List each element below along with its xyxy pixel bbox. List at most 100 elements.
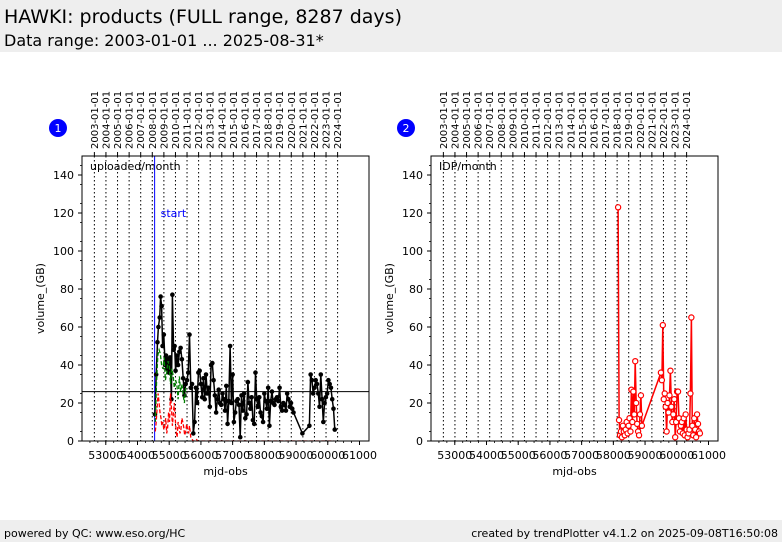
top-tick-label: 2020-01-01 — [287, 91, 298, 149]
data-point — [288, 400, 294, 406]
data-point — [308, 372, 313, 377]
data-point — [251, 421, 257, 427]
top-tick-label: 2014-01-01 — [566, 91, 577, 149]
data-point — [256, 395, 262, 400]
data-point — [637, 392, 645, 399]
y-tick-label: 20 — [409, 397, 423, 410]
data-point — [222, 408, 228, 413]
data-point — [206, 385, 211, 391]
top-tick-label: 2023-01-01 — [322, 91, 333, 149]
data-point — [666, 392, 673, 399]
data-point — [267, 423, 272, 429]
data-point — [155, 339, 160, 345]
panel-number-label: 2 — [403, 122, 410, 135]
top-tick-label: 2019-01-01 — [275, 91, 286, 149]
data-point — [223, 383, 229, 389]
top-tick-label: 2022-01-01 — [659, 91, 670, 149]
x-tick-label: 61000 — [342, 449, 377, 462]
data-point — [329, 396, 335, 402]
top-tick-label: 2020-01-01 — [636, 91, 647, 149]
y-tick-label: 100 — [402, 245, 423, 258]
x-tick-label: 61000 — [691, 449, 726, 462]
data-point — [158, 294, 163, 299]
data-point — [660, 396, 667, 403]
x-tick-label: 53000 — [88, 449, 123, 462]
x-tick-label: 58000 — [247, 449, 282, 462]
data-point — [321, 419, 326, 425]
footer-created: created by trendPlotter v4.1.2 on 2025-0… — [471, 527, 778, 540]
data-point — [667, 367, 674, 374]
top-tick-label: 2021-01-01 — [298, 91, 309, 149]
data-point — [260, 419, 266, 425]
series-line — [154, 393, 335, 441]
y-tick-label: 140 — [53, 169, 74, 182]
data-point — [326, 377, 331, 383]
data-point — [167, 355, 173, 360]
data-point — [659, 321, 667, 329]
data-point — [322, 400, 327, 406]
x-axis-label: mjd-obs — [203, 465, 248, 478]
top-tick-label: 2019-01-01 — [624, 91, 635, 149]
data-point — [692, 434, 700, 441]
x-axis-label: mjd-obs — [552, 465, 597, 478]
data-point — [307, 423, 312, 429]
data-point — [235, 396, 241, 402]
top-tick-label: 2004-01-01 — [101, 91, 112, 149]
panel-number-badge — [397, 119, 415, 137]
data-point — [178, 345, 183, 351]
top-tick-label: 2007-01-01 — [136, 91, 147, 149]
footer-credit: powered by QC: www.eso.org/HC — [4, 527, 186, 540]
data-point — [309, 377, 315, 383]
top-tick-label: 2008-01-01 — [148, 91, 159, 149]
data-point — [332, 427, 338, 432]
charts-canvas: 2003-01-01 2004-01-01 2005-01-01 2006-01-01… — [34, 91, 726, 478]
data-point — [179, 357, 185, 362]
top-tick-label: 2023-01-01 — [671, 91, 682, 149]
top-tick-label: 2022-01-01 — [310, 91, 321, 149]
y-axis-label: volume_(GB) — [383, 263, 396, 334]
data-point — [274, 395, 280, 400]
data-point — [694, 420, 702, 428]
data-point — [203, 372, 209, 377]
top-tick-label: 2016-01-01 — [240, 91, 251, 149]
data-point — [220, 391, 225, 396]
data-point — [670, 411, 677, 418]
top-tick-label: 2021-01-01 — [647, 91, 658, 149]
top-tick-label: 2013-01-01 — [206, 91, 217, 149]
data-point — [204, 391, 210, 396]
plot-area — [82, 156, 369, 441]
data-point — [286, 396, 291, 402]
top-tick-label: 2011-01-01 — [183, 91, 194, 149]
y-tick-label: 60 — [409, 321, 423, 334]
data-point — [201, 376, 206, 381]
y-tick-label: 80 — [409, 283, 423, 296]
data-point — [635, 432, 643, 439]
data-point — [277, 385, 282, 391]
data-point — [193, 385, 199, 391]
data-point — [192, 419, 197, 425]
y-tick-label: 120 — [402, 207, 423, 220]
x-tick-label: 56000 — [183, 449, 218, 462]
data-point — [300, 431, 305, 436]
data-point — [245, 379, 251, 385]
top-tick-label: 2005-01-01 — [113, 91, 124, 149]
y-tick-label: 60 — [60, 321, 74, 334]
series-line — [617, 207, 701, 438]
y-tick-label: 140 — [402, 169, 423, 182]
data-point — [313, 377, 319, 383]
data-point — [323, 395, 329, 400]
data-range-subtitle: Data range: 2003-01-01 ... 2025-08-31* — [4, 31, 324, 50]
data-point — [632, 358, 639, 365]
data-point — [229, 400, 234, 406]
data-point — [174, 353, 180, 358]
data-point — [171, 347, 176, 353]
data-point — [279, 408, 285, 413]
data-point — [258, 410, 263, 415]
data-point — [210, 360, 215, 366]
data-point — [164, 366, 170, 372]
data-point — [221, 396, 227, 402]
data-point — [289, 406, 295, 412]
top-tick-label: 2010-01-01 — [520, 91, 531, 149]
data-point — [638, 422, 646, 429]
header-bar: HAWKI: products (FULL range, 8287 days) … — [0, 0, 782, 52]
